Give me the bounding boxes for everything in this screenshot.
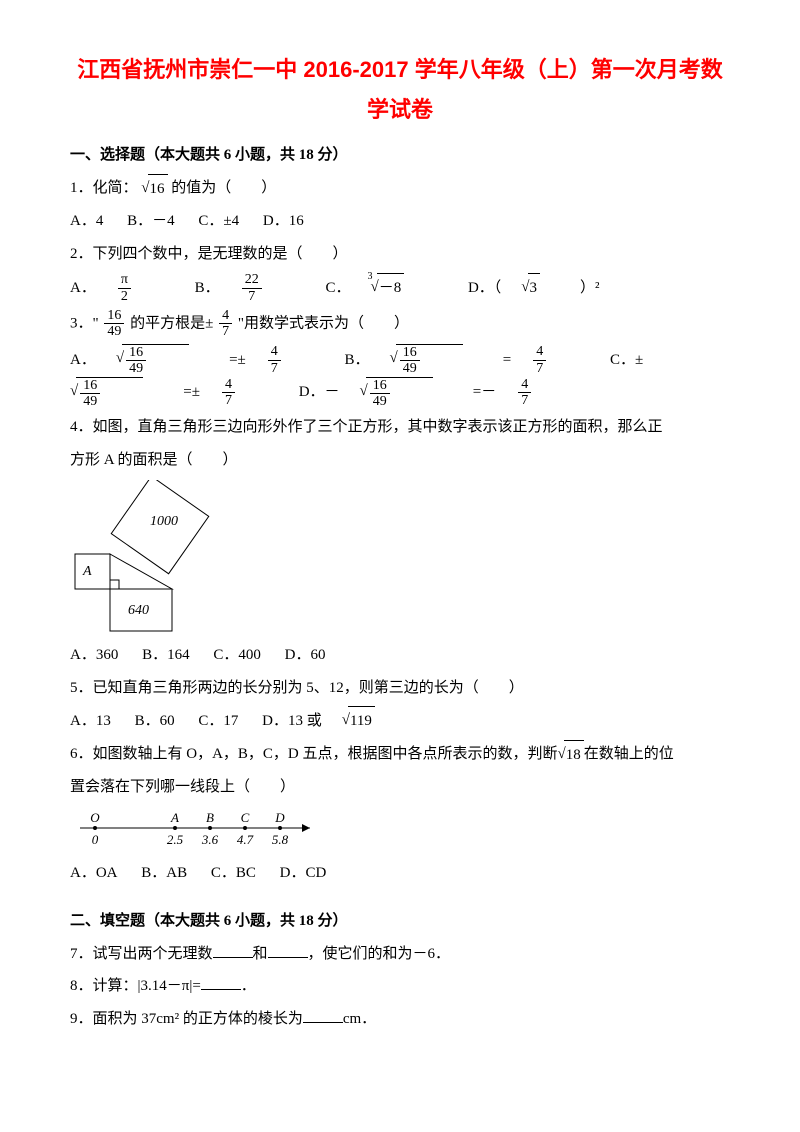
sqrt-icon: 1649 [360, 377, 453, 410]
cuberoot-icon: 3－8 [370, 273, 424, 303]
svg-text:A: A [170, 810, 179, 825]
q6-opt-a: A．OA [70, 865, 118, 881]
sqrt-16-icon: 16 [141, 174, 167, 204]
svg-text:5.8: 5.8 [272, 832, 289, 847]
sqrt-icon: 3 [521, 273, 560, 303]
blank-input[interactable] [213, 942, 253, 958]
section-2-header: 二、填空题（本大题共 6 小题，共 18 分） [70, 907, 730, 936]
q4-opt-c: C．400 [213, 647, 261, 663]
q3-opt-b: B．1649=47 [345, 352, 590, 368]
title-line-1: 江西省抚州市崇仁一中 2016-2017 学年八年级（上）第一次月考数 [77, 57, 722, 82]
blank-input[interactable] [201, 974, 241, 990]
sqrt-icon: 1649 [390, 344, 483, 377]
q2-opt-d: D．（3）² [468, 280, 620, 296]
question-8: 8．计算：|3.14－π|=． [70, 972, 730, 1001]
q5-opt-d: D．13 或119 [262, 713, 415, 729]
q4-options: A．360 B．164 C．400 D．60 [70, 641, 730, 670]
q6-figure: O 0 A 2.5 B 3.6 C 4.7 D 5.8 [70, 808, 730, 853]
q2-opt-c: C．3－8 [325, 280, 448, 296]
q6-options: A．OA B．AB C．BC D．CD [70, 859, 730, 888]
svg-text:640: 640 [128, 603, 149, 618]
q4-opt-a: A．360 [70, 647, 118, 663]
exam-page: 江西省抚州市崇仁一中 2016-2017 学年八年级（上）第一次月考数 学试卷 … [0, 0, 800, 1077]
question-4-line1: 4．如图，直角三角形三边向形外作了三个正方形，其中数字表示该正方形的面积，那么正 [70, 413, 730, 442]
sqrt-icon: 1649 [116, 344, 209, 377]
number-line-icon: O 0 A 2.5 B 3.6 C 4.7 D 5.8 [70, 808, 330, 853]
question-6-line2: 置会落在下列哪一线段上（ ） [70, 773, 730, 802]
svg-text:D: D [274, 810, 285, 825]
q1-text: 1．化简： [70, 180, 138, 196]
section-1-header: 一、选择题（本大题共 6 小题，共 18 分） [70, 141, 730, 170]
q4-opt-d: D．60 [285, 647, 326, 663]
q1-tail: 的值为（ ） [171, 180, 276, 196]
q1-options: A．4 B．－4 C．±4 D．16 [70, 207, 730, 236]
q5-opt-b: B．60 [135, 713, 175, 729]
question-1: 1．化简： 16 的值为（ ） [70, 174, 730, 204]
q3-opt-a: A．1649=±47 [70, 352, 325, 368]
blank-input[interactable] [303, 1007, 343, 1023]
q5-opt-a: A．13 [70, 713, 111, 729]
q4-opt-b: B．164 [142, 647, 190, 663]
fraction-icon: 227 [242, 272, 282, 304]
sqrt-icon: 18 [558, 740, 584, 770]
svg-text:2.5: 2.5 [167, 832, 184, 847]
question-2: 2．下列四个数中，是无理数的是（ ） [70, 240, 730, 269]
q1-opt-c: C．±4 [198, 213, 239, 229]
q2-options: A．π2 B．227 C．3－8 D．（3）² [70, 272, 730, 304]
question-4-line2: 方形 A 的面积是（ ） [70, 446, 730, 475]
svg-text:A: A [82, 564, 92, 579]
q2-opt-b: B．227 [195, 280, 306, 296]
q3-opt-d: D．－1649=－47 [299, 384, 572, 400]
svg-text:3.6: 3.6 [201, 832, 219, 847]
svg-text:1000: 1000 [150, 514, 178, 529]
q3-options: A．1649=±47 B．1649=47 C．±1649=±47 D．－1649… [70, 344, 730, 410]
q6-opt-d: D．CD [280, 865, 327, 881]
q5-options: A．13 B．60 C．17 D．13 或119 [70, 706, 730, 736]
question-7: 7．试写出两个无理数和，使它们的和为－6． [70, 940, 730, 969]
question-9: 9．面积为 37cm² 的正方体的棱长为cm． [70, 1005, 730, 1034]
svg-text:0: 0 [92, 832, 99, 847]
svg-text:C: C [241, 810, 250, 825]
question-5: 5．已知直角三角形两边的长分别为 5、12，则第三边的长为（ ） [70, 674, 730, 703]
q1-opt-b: B．－4 [127, 213, 175, 229]
q5-opt-c: C．17 [198, 713, 238, 729]
q6-opt-b: B．AB [141, 865, 187, 881]
q1-opt-d: D．16 [263, 213, 304, 229]
title-line-2: 学试卷 [367, 97, 433, 122]
svg-text:O: O [90, 810, 100, 825]
squares-diagram-icon: 1000 A 640 [70, 480, 230, 635]
q6-opt-c: C．BC [211, 865, 256, 881]
svg-text:4.7: 4.7 [237, 832, 254, 847]
sqrt-icon: 119 [342, 706, 395, 736]
q2-opt-a: A．π2 [70, 280, 175, 296]
svg-text:B: B [206, 810, 214, 825]
q1-opt-a: A．4 [70, 213, 103, 229]
question-3: 3．" 1649 的平方根是± 47 "用数学式表示为（ ） [70, 308, 730, 340]
q4-figure: 1000 A 640 [70, 480, 730, 635]
question-6-line1: 6．如图数轴上有 O，A，B，C，D 五点，根据图中各点所表示的数，判断18在数… [70, 740, 730, 770]
page-title: 江西省抚州市崇仁一中 2016-2017 学年八年级（上）第一次月考数 学试卷 [70, 50, 730, 129]
blank-input[interactable] [268, 942, 308, 958]
sqrt-icon: 1649 [70, 377, 163, 410]
fraction-icon: π2 [118, 272, 151, 304]
fraction-icon: 47 [219, 308, 232, 340]
fraction-icon: 1649 [104, 308, 124, 340]
